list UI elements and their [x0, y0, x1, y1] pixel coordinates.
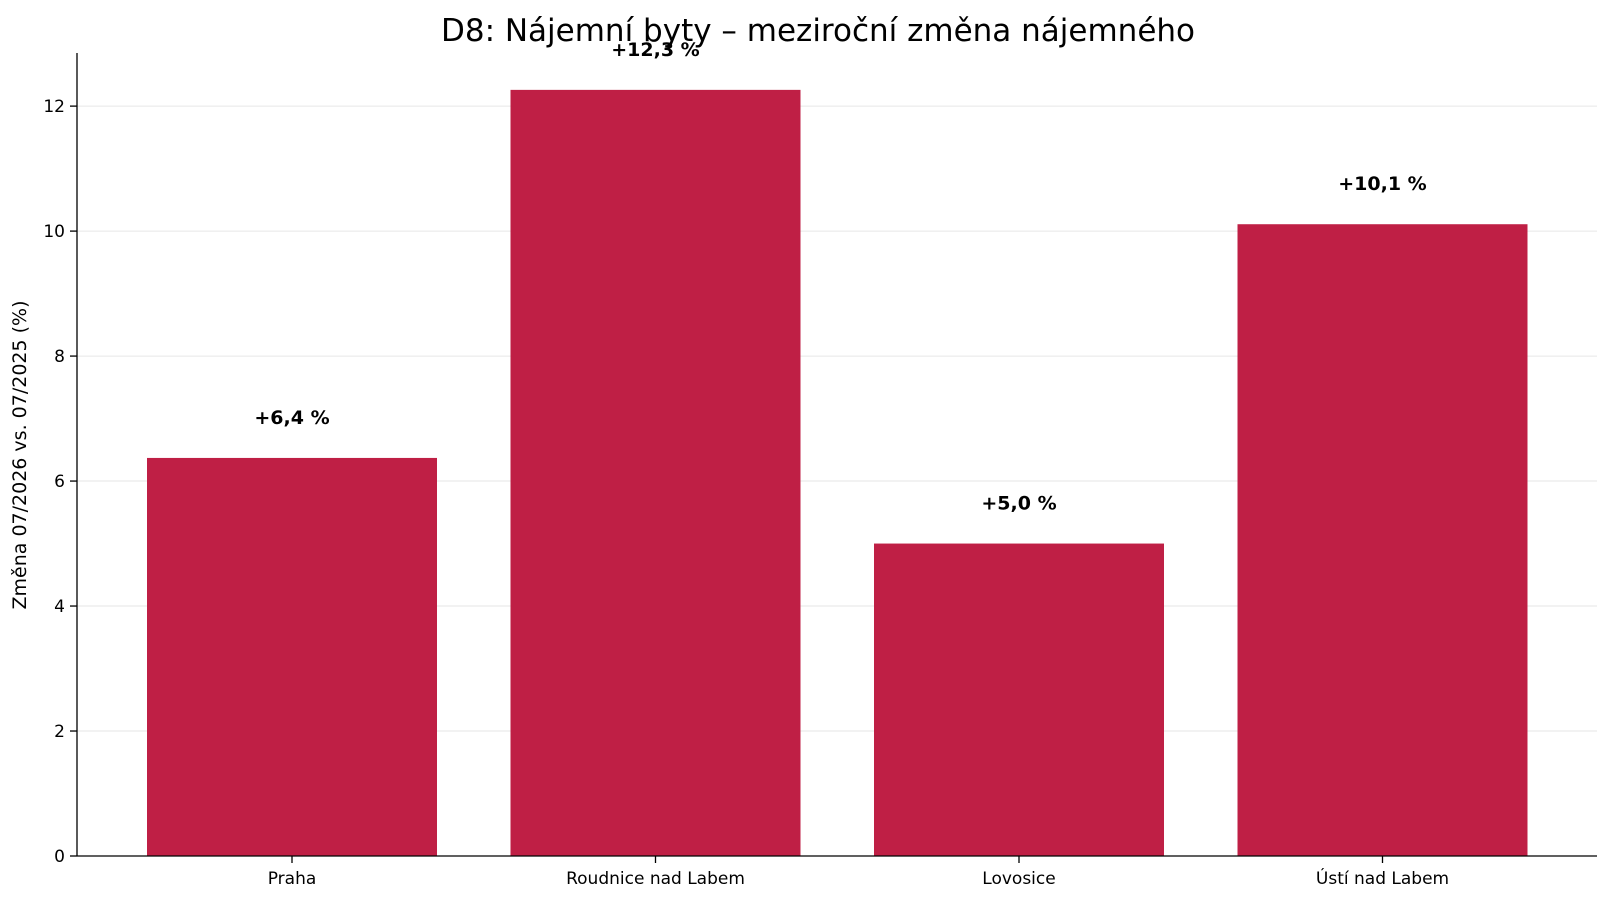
- y-tick-label: 8: [54, 347, 65, 367]
- axes: [76, 53, 1597, 857]
- x-tick-label: Roudnice nad Labem: [566, 869, 745, 889]
- bars: [147, 89, 1528, 857]
- bar: [1237, 224, 1528, 857]
- x-tick-label: Praha: [268, 869, 317, 889]
- y-tick-label: 2: [54, 722, 65, 742]
- bar: [510, 89, 801, 856]
- y-tick-label: 0: [54, 847, 65, 867]
- axis-ticks: 0 2 4 6 8 10 12 Praha Roudnice nad Labem Lovosice…: [43, 97, 1449, 889]
- bar: [874, 543, 1164, 856]
- data-label: +12,3 %: [611, 39, 699, 61]
- x-tick-label: Ústí nad Labem: [1316, 867, 1449, 889]
- data-label: +6,4 %: [254, 407, 329, 429]
- data-label: +5,0 %: [981, 493, 1056, 515]
- y-tick-label: 10: [43, 222, 65, 242]
- y-tick-label: 6: [54, 472, 65, 492]
- y-tick-label: 12: [43, 97, 65, 117]
- data-labels: +6,4 % +12,3 % +5,0 % +10,1 %: [254, 39, 1426, 515]
- x-tick-label: Lovosice: [982, 869, 1055, 889]
- bar: [147, 457, 437, 856]
- y-tick-label: 4: [54, 597, 65, 617]
- data-label: +10,1 %: [1338, 173, 1426, 195]
- chart-title: D8: Nájemní byty – meziroční změna nájem…: [441, 13, 1195, 49]
- y-axis-label: Změna 07/2026 vs. 07/2025 (%): [9, 301, 31, 610]
